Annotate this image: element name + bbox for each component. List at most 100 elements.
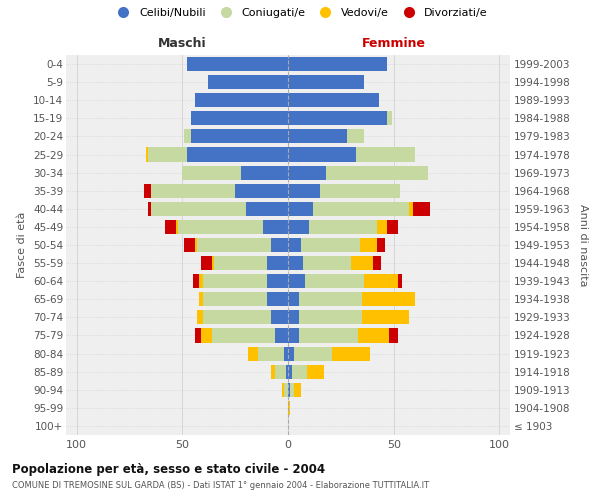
Bar xyxy=(347,130,364,143)
Bar xyxy=(195,93,288,108)
Bar xyxy=(197,310,203,324)
Bar xyxy=(288,346,295,360)
Bar xyxy=(288,364,292,378)
Bar xyxy=(305,274,364,288)
Bar xyxy=(275,364,286,378)
Bar xyxy=(208,75,288,89)
Bar xyxy=(144,184,151,198)
Bar xyxy=(271,310,288,324)
Bar xyxy=(332,346,370,360)
Bar xyxy=(388,220,398,234)
Bar xyxy=(398,274,402,288)
Bar xyxy=(288,130,347,143)
Bar xyxy=(275,328,288,342)
Bar xyxy=(241,166,288,179)
Bar xyxy=(246,202,288,216)
Bar xyxy=(303,256,352,270)
Bar xyxy=(288,274,305,288)
Bar xyxy=(288,238,301,252)
Bar xyxy=(184,238,195,252)
Bar xyxy=(288,292,299,306)
Bar xyxy=(187,148,288,162)
Text: COMUNE DI TREMOSINE SUL GARDA (BS) - Dati ISTAT 1° gennaio 2004 - Elaborazione T: COMUNE DI TREMOSINE SUL GARDA (BS) - Dat… xyxy=(12,481,429,490)
Bar xyxy=(184,130,191,143)
Bar xyxy=(203,310,271,324)
Bar xyxy=(202,328,212,342)
Bar xyxy=(413,202,430,216)
Bar xyxy=(267,274,288,288)
Bar xyxy=(313,202,409,216)
Bar xyxy=(271,238,288,252)
Bar xyxy=(299,328,358,342)
Bar xyxy=(288,75,364,89)
Bar xyxy=(178,220,263,234)
Bar xyxy=(235,184,288,198)
Bar xyxy=(271,364,275,378)
Bar xyxy=(389,328,398,342)
Bar xyxy=(203,292,267,306)
Bar xyxy=(212,256,214,270)
Bar xyxy=(409,202,413,216)
Bar xyxy=(267,256,288,270)
Bar xyxy=(288,112,388,126)
Bar xyxy=(214,256,267,270)
Bar xyxy=(356,148,415,162)
Bar xyxy=(288,220,309,234)
Bar xyxy=(176,220,178,234)
Bar xyxy=(195,238,197,252)
Bar xyxy=(195,328,202,342)
Bar xyxy=(362,310,409,324)
Bar xyxy=(288,166,326,179)
Bar xyxy=(292,364,307,378)
Bar xyxy=(267,292,288,306)
Bar xyxy=(248,346,259,360)
Bar xyxy=(364,274,398,288)
Bar xyxy=(288,57,388,71)
Y-axis label: Anni di nascita: Anni di nascita xyxy=(578,204,587,286)
Bar xyxy=(193,274,199,288)
Bar xyxy=(309,220,377,234)
Bar xyxy=(288,401,290,415)
Text: Femmine: Femmine xyxy=(362,36,426,50)
Bar xyxy=(199,274,203,288)
Bar xyxy=(299,292,362,306)
Bar xyxy=(187,57,288,71)
Bar xyxy=(284,346,288,360)
Bar xyxy=(146,148,148,162)
Bar xyxy=(284,382,288,397)
Bar xyxy=(263,220,288,234)
Bar xyxy=(288,148,356,162)
Bar xyxy=(326,166,428,179)
Bar xyxy=(299,310,362,324)
Bar xyxy=(360,238,377,252)
Bar xyxy=(259,346,284,360)
Bar xyxy=(288,256,303,270)
Bar xyxy=(151,202,246,216)
Bar xyxy=(288,328,299,342)
Bar xyxy=(288,310,299,324)
Bar xyxy=(295,382,301,397)
Bar xyxy=(290,382,295,397)
Bar xyxy=(281,382,284,397)
Bar xyxy=(288,202,313,216)
Bar xyxy=(295,346,332,360)
Bar xyxy=(307,364,324,378)
Legend: Celibi/Nubili, Coniugati/e, Vedovi/e, Divorziati/e: Celibi/Nubili, Coniugati/e, Vedovi/e, Di… xyxy=(110,6,490,20)
Bar xyxy=(212,328,275,342)
Bar xyxy=(203,274,267,288)
Bar xyxy=(166,220,176,234)
Bar xyxy=(199,292,203,306)
Bar xyxy=(191,130,288,143)
Text: Popolazione per età, sesso e stato civile - 2004: Popolazione per età, sesso e stato civil… xyxy=(12,462,325,475)
Bar xyxy=(182,166,241,179)
Bar xyxy=(373,256,381,270)
Bar xyxy=(148,202,151,216)
Bar xyxy=(320,184,400,198)
Bar xyxy=(388,112,392,126)
Bar xyxy=(301,238,360,252)
Bar xyxy=(191,112,288,126)
Bar xyxy=(286,364,288,378)
Bar xyxy=(288,93,379,108)
Bar xyxy=(352,256,373,270)
Bar xyxy=(377,220,388,234)
